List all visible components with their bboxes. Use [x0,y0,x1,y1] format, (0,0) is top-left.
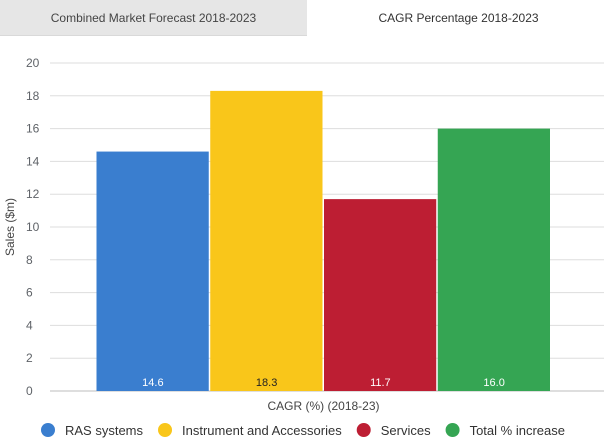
bar-data-label: 18.3 [256,377,277,389]
legend-label[interactable]: Total % increase [470,423,565,438]
legend-label[interactable]: Services [381,423,431,438]
bar[interactable] [437,128,550,391]
tab-bar: Combined Market Forecast 2018-2023 CAGR … [0,0,609,36]
y-tick-label: 20 [26,56,40,70]
y-tick-label: 4 [26,318,33,332]
bar[interactable] [324,199,437,391]
y-tick-label: 12 [26,187,40,201]
y-tick-label: 6 [26,286,33,300]
cagr-bar-chart: 0 2 4 6 8 10 12 14 16 18 20 14.6 18.3 11.7 16.0 Sales… [3,56,604,438]
y-tick-label: 2 [26,351,33,365]
y-axis-ticks: 0 2 4 6 8 10 12 14 16 18 20 [26,56,40,398]
legend-swatch [158,423,173,437]
bar[interactable] [210,90,323,391]
y-tick-label: 8 [26,253,33,267]
y-tick-label: 0 [26,384,33,398]
bar-data-label: 14.6 [142,377,163,389]
y-tick-label: 14 [26,154,40,168]
legend-swatch [445,423,460,437]
legend-label[interactable]: Instrument and Accessories [182,423,342,438]
tab-combined-market-forecast[interactable]: Combined Market Forecast 2018-2023 [0,0,307,36]
y-tick-label: 16 [26,122,40,136]
bar-data-label: 11.7 [370,377,391,389]
bars: 14.6 18.3 11.7 16.0 [96,90,550,391]
y-tick-label: 10 [26,220,40,234]
legend-swatch [41,423,55,437]
bar[interactable] [96,151,209,391]
y-axis-title: Sales ($m) [3,198,17,256]
tab-cagr-percentage[interactable]: CAGR Percentage 2018-2023 [308,0,609,36]
y-tick-label: 18 [26,89,40,103]
bar-data-label: 16.0 [483,377,504,389]
legend: RAS systems Instrument and Accessories Ser… [41,423,565,438]
legend-swatch [356,423,371,437]
x-axis-title: CAGR (%) (2018-23) [267,399,379,413]
legend-label[interactable]: RAS systems [65,423,144,438]
